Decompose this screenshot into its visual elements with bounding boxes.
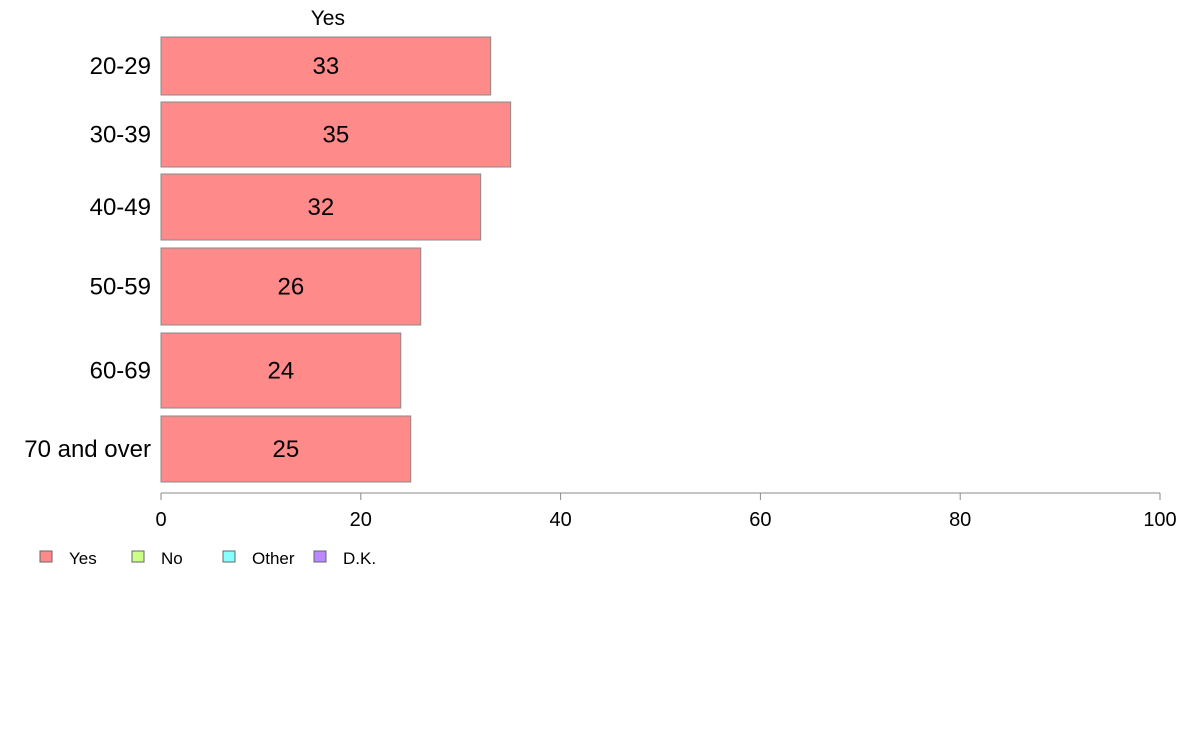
bar-30-39 (160, 101, 512, 168)
x-tick-label: 20 (350, 509, 372, 531)
category-label: 40-49 (90, 194, 151, 221)
bar-70-and-over (160, 415, 412, 483)
data-label: 33 (312, 53, 339, 80)
category-label: 30-39 (90, 122, 151, 149)
data-label: 25 (273, 436, 300, 463)
x-tick-label: 40 (549, 509, 571, 531)
x-tick-label: 100 (1143, 509, 1176, 531)
legend-label: D.K. (343, 549, 376, 568)
bar-60-69 (160, 332, 402, 409)
category-label: 60-69 (90, 358, 151, 385)
series-title: Yes (311, 7, 345, 30)
category-label: 70 and over (24, 436, 151, 463)
x-tick-label: 80 (949, 509, 971, 531)
legend-label: Yes (69, 549, 97, 568)
x-tick-label: 0 (155, 509, 166, 531)
bar-40-49 (160, 173, 482, 241)
legend-swatch (313, 550, 327, 563)
legend-swatch (222, 550, 236, 563)
data-label: 35 (322, 122, 349, 149)
x-tick-label: 60 (749, 509, 771, 531)
legend-label: Other (252, 549, 295, 568)
legend-swatch (131, 550, 145, 563)
bars: 20-29 33 30-39 35 40-49 32 50-59 26 60-69 24 70 an… (24, 36, 512, 483)
data-label: 32 (307, 194, 334, 221)
data-label: 24 (268, 358, 295, 385)
data-label: 26 (278, 274, 305, 301)
legend-swatch (39, 550, 53, 563)
x-axis: 0 20 40 60 80 100 (155, 492, 1177, 531)
legend: Yes No Other D.K. (39, 549, 376, 568)
bar-50-59 (160, 247, 422, 326)
category-label: 50-59 (90, 274, 151, 301)
bar-20-29 (160, 36, 492, 96)
legend-label: No (161, 549, 183, 568)
category-label: 20-29 (90, 53, 151, 80)
